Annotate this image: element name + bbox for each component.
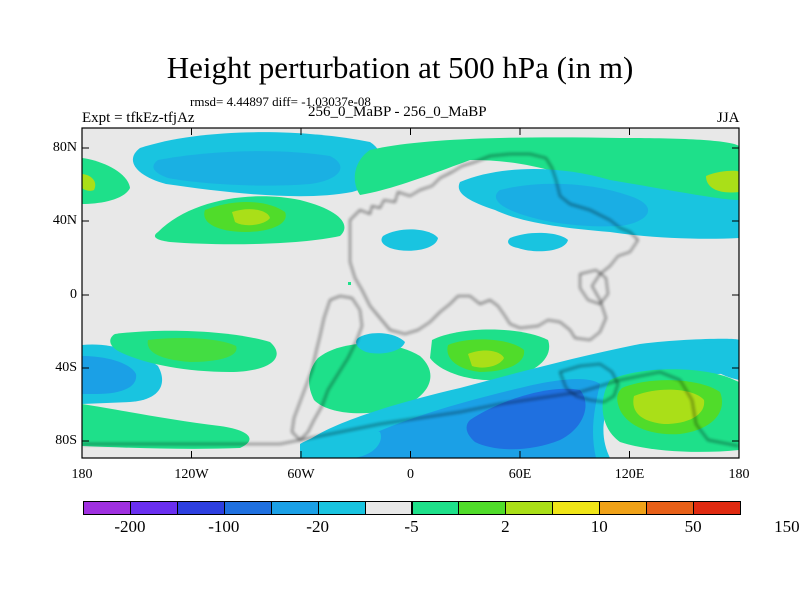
contour-blue bbox=[700, 340, 739, 380]
x-tick-label: 60E bbox=[508, 467, 532, 482]
contour-green bbox=[309, 343, 431, 414]
y-tick-label: 0 bbox=[70, 287, 77, 302]
colorbar-label: 10 bbox=[590, 517, 608, 536]
x-tick-label: 180 bbox=[71, 467, 93, 482]
coastline bbox=[349, 153, 639, 341]
contour-yellow bbox=[706, 170, 739, 193]
coastline bbox=[291, 295, 363, 441]
colorbar-swatch bbox=[693, 501, 741, 515]
y-tick-label: 80S bbox=[55, 433, 77, 448]
contour-yellow bbox=[633, 389, 705, 424]
colorbar-label: -100 bbox=[208, 517, 240, 536]
plot-area bbox=[82, 128, 739, 458]
colorbar-label: 50 bbox=[684, 517, 702, 536]
colorbar-swatch bbox=[505, 501, 554, 515]
stats-label: rmsd= 4.44897 diff= -1.03037e-08 bbox=[190, 94, 371, 109]
colorbar-label: -5 bbox=[404, 517, 419, 536]
contour-green bbox=[82, 404, 250, 449]
colorbar-swatch bbox=[552, 501, 601, 515]
contour-blue bbox=[300, 429, 381, 458]
colorbar-swatch bbox=[270, 501, 319, 515]
small-green-dot bbox=[348, 282, 351, 285]
x-tick-label: 60W bbox=[287, 467, 315, 482]
coastline bbox=[82, 371, 739, 447]
colorbar-swatch bbox=[317, 501, 366, 515]
axis-ticks bbox=[81, 128, 740, 458]
x-tick-label: 180 bbox=[728, 467, 750, 482]
contour-blue bbox=[381, 229, 438, 251]
contour-blue bbox=[508, 232, 568, 252]
chart-title: Height perturbation at 500 hPa (in m) bbox=[166, 50, 634, 85]
contour-yellow bbox=[232, 209, 270, 226]
x-tick-label: 0 bbox=[407, 467, 414, 482]
colorbar-label: 2 bbox=[501, 517, 510, 536]
colorbar-swatch bbox=[458, 501, 507, 515]
contour-yellow bbox=[82, 174, 96, 191]
season-label: JJA bbox=[717, 110, 740, 126]
colorbar-swatch bbox=[411, 501, 460, 515]
experiment-label: Expt = tfkEz-tfjAz bbox=[82, 110, 195, 126]
y-tick-label: 80N bbox=[52, 140, 77, 155]
colorbar-swatch bbox=[364, 501, 413, 515]
contour-yellow bbox=[468, 350, 504, 368]
contour-light-blue bbox=[153, 151, 341, 186]
colorbar-swatch bbox=[599, 501, 648, 515]
contour-light-blue bbox=[82, 356, 137, 394]
colorbar-label: -20 bbox=[306, 517, 329, 536]
colorbar-swatch bbox=[176, 501, 225, 515]
colorbar-swatch bbox=[129, 501, 178, 515]
contour-green bbox=[82, 158, 130, 204]
y-tick-label: 40N bbox=[52, 213, 77, 228]
colorbar-swatch bbox=[223, 501, 272, 515]
coastline bbox=[579, 269, 609, 305]
x-tick-label: 120E bbox=[614, 467, 645, 482]
contour-blue bbox=[356, 333, 405, 354]
continent-outlines bbox=[82, 153, 739, 447]
colorbar-label: 150 bbox=[774, 517, 800, 536]
contour-fills bbox=[82, 132, 739, 458]
x-tick-label: 120W bbox=[174, 467, 209, 482]
contour-lime bbox=[147, 338, 237, 362]
colorbar-swatch bbox=[646, 501, 695, 515]
colorbar-label: -200 bbox=[114, 517, 146, 536]
y-tick-label: 40S bbox=[55, 360, 77, 375]
subtitle-label: 256_0_MaBP - 256_0_MaBP bbox=[308, 104, 487, 120]
contour-dark-blue bbox=[466, 388, 586, 450]
colorbar-swatch bbox=[83, 501, 131, 515]
